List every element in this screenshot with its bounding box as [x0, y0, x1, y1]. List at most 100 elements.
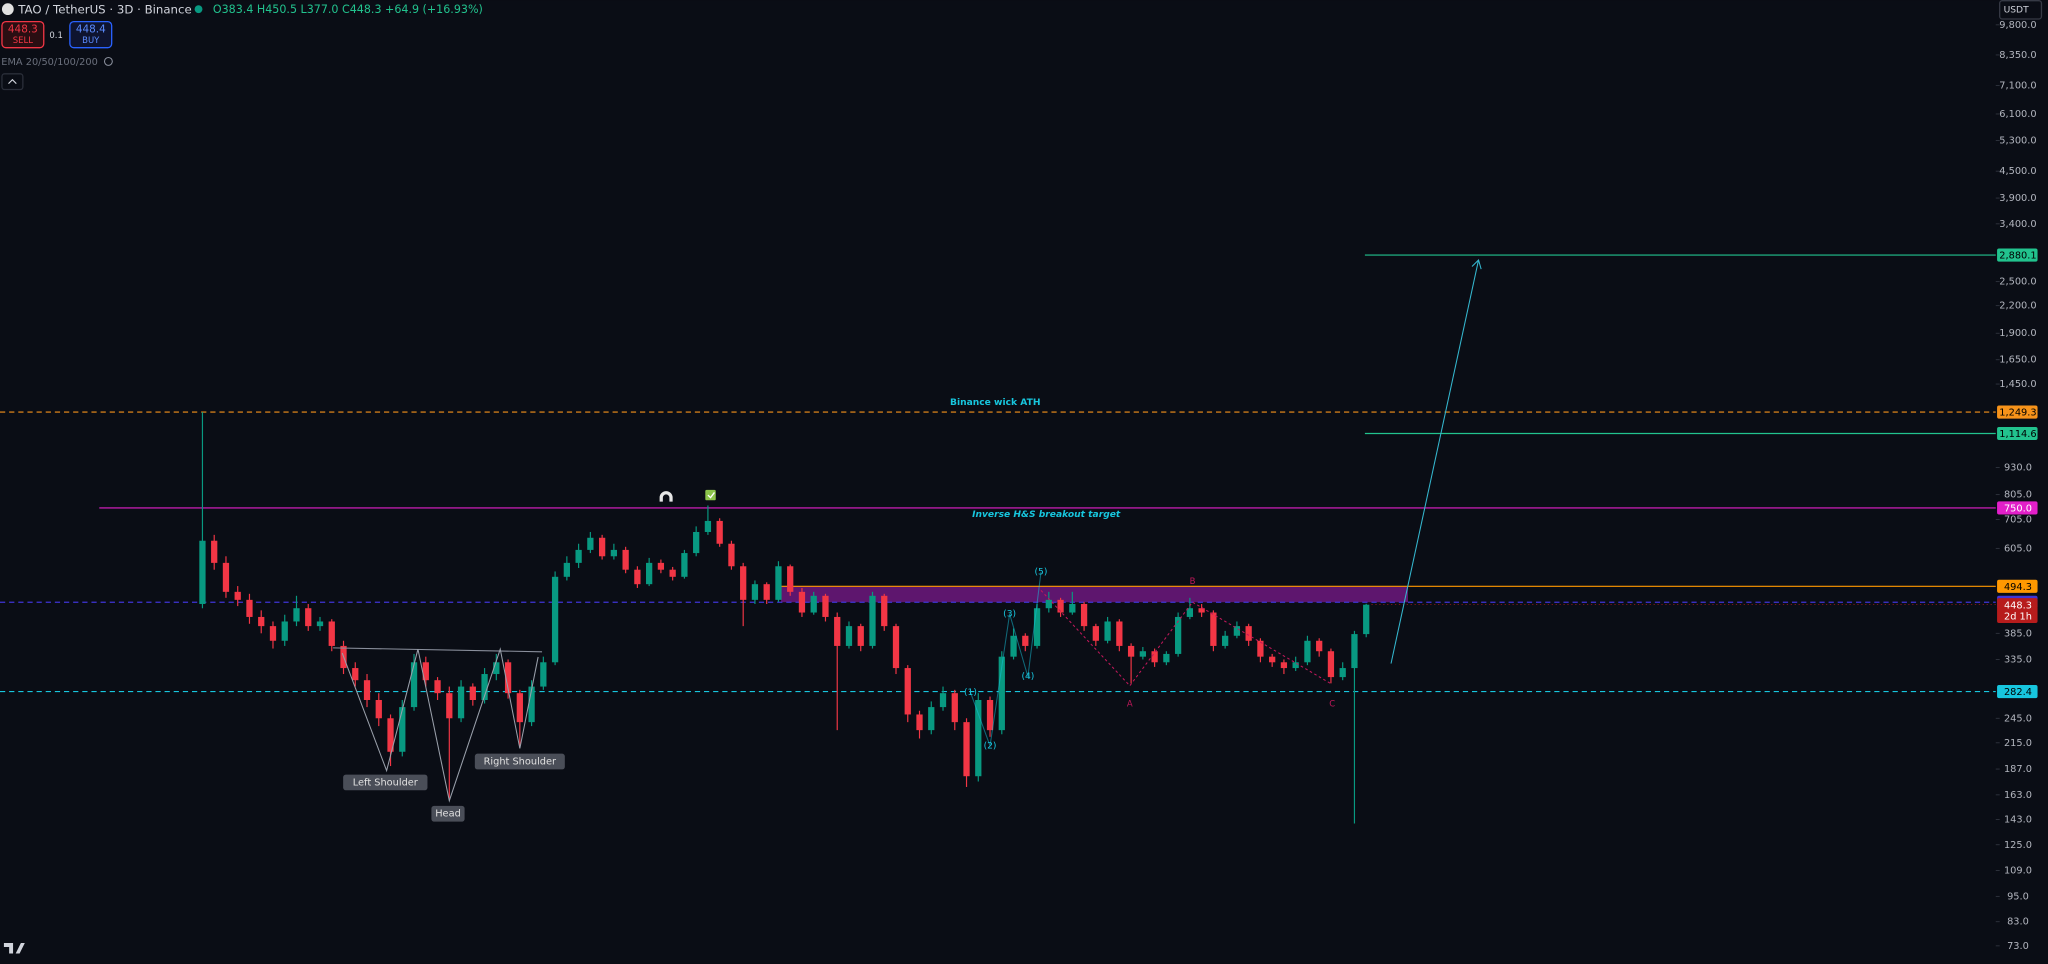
candle-body: [646, 562, 653, 585]
candle-body: [551, 576, 559, 663]
candle-body: [211, 540, 218, 563]
candle-body: [716, 520, 723, 544]
candle-body: [387, 718, 394, 752]
level-label-box: [1997, 248, 2038, 262]
market-status: [194, 5, 203, 14]
candle-body: [693, 531, 700, 554]
annotation: Left Shoulder: [353, 777, 419, 788]
candle-body: [610, 549, 618, 557]
annotation: C: [1329, 699, 1335, 709]
candle-body: [1174, 616, 1182, 654]
candle-body: [258, 616, 265, 627]
buy-button[interactable]: [69, 20, 113, 49]
annotation-box: [474, 753, 565, 770]
ohlc: O383.4 H450.5 L377.0 C448.3 +64.9 (+16.9…: [213, 3, 483, 16]
candle-body: [540, 662, 547, 687]
annotation: Inverse H&S breakout target: [972, 510, 1121, 520]
buy-label: BUY: [82, 35, 100, 45]
candle-body: [963, 722, 970, 777]
annotation: (3): [1003, 609, 1016, 619]
candle-body: [998, 656, 1005, 731]
check-icon: [705, 489, 716, 501]
sell-button[interactable]: [1, 20, 45, 49]
collapse-button[interactable]: [1, 73, 24, 91]
y-tick-label: 385.0: [2004, 628, 2032, 639]
level-label: 1,114.6: [1999, 429, 2036, 440]
level-label-box: [1997, 426, 2038, 441]
y-tick-label: 335.0: [2004, 654, 2032, 665]
spread: 0.1: [49, 30, 62, 40]
candle-body: [928, 707, 935, 731]
candle-body: [1245, 626, 1252, 641]
y-tick-label: 109.0: [2004, 866, 2032, 877]
annotation: (5): [1035, 568, 1048, 578]
candle-body: [1116, 621, 1123, 646]
y-tick-label: 95.0: [2007, 891, 2029, 902]
y-tick-label: 4,500.0: [1999, 166, 2036, 177]
candle-body: [1351, 634, 1358, 669]
indicator-label: EMA 20/50/100/200: [1, 57, 98, 68]
candle-body: [822, 595, 829, 617]
visibility-icon[interactable]: [103, 56, 113, 66]
level-label-box: [1997, 685, 2038, 699]
last-price-box: [1997, 598, 2038, 623]
level-label-box: [1997, 579, 2038, 593]
y-tick-label: 143.0: [2004, 814, 2032, 825]
candle-body: [1139, 651, 1146, 657]
candle-body: [1186, 608, 1194, 617]
candle-body: [1257, 640, 1264, 657]
candle-body: [1339, 668, 1346, 678]
sell-label: SELL: [13, 35, 33, 45]
y-tick-label: 605.0: [2004, 543, 2032, 554]
candle-body: [516, 693, 523, 723]
candle-body: [1210, 612, 1217, 646]
candle-body: [246, 599, 253, 617]
candle-body: [598, 537, 606, 557]
candle-body: [763, 584, 770, 600]
candle-body: [1092, 626, 1099, 641]
candle-body: [845, 626, 853, 646]
y-tick-label: 1,900.0: [1999, 328, 2036, 339]
annotation: (1): [964, 688, 977, 698]
candle-body: [293, 608, 300, 622]
currency-button[interactable]: [1999, 0, 2043, 20]
y-tick-label: 930.0: [2004, 463, 2032, 474]
candle-body: [1269, 656, 1276, 663]
last-price-label: 448.3: [2004, 600, 2032, 611]
candle-body: [1022, 635, 1029, 646]
candle-body: [1363, 604, 1370, 635]
candle-body: [234, 591, 241, 600]
candle-body: [892, 626, 900, 669]
candle-body: [740, 566, 747, 600]
candle-body: [657, 562, 665, 570]
candle-body: [1233, 626, 1241, 636]
candle-body: [328, 621, 335, 646]
candle-body: [410, 662, 418, 708]
y-tick-label: 3,900.0: [1999, 193, 2036, 204]
candle-body: [916, 714, 923, 731]
candle-body: [869, 595, 876, 646]
candle-body: [986, 700, 994, 731]
drawings: [333, 258, 1482, 803]
candle-body: [363, 680, 371, 701]
candle-body: [775, 566, 782, 600]
candle-body: [634, 569, 641, 585]
candle-body: [1033, 608, 1041, 646]
symbol-icon: [1, 3, 14, 16]
y-tick-label: 2,200.0: [1999, 301, 2036, 312]
candle-body: [787, 566, 794, 592]
candle-body: [199, 540, 206, 604]
y-tick-label: 245.0: [2004, 713, 2032, 724]
candle-body: [1280, 662, 1288, 669]
candle-body: [504, 662, 512, 694]
candle-body: [269, 626, 277, 641]
candle-body: [457, 686, 465, 719]
level-label-box: [1997, 405, 2038, 419]
annotation: (2): [984, 741, 997, 751]
candle-body: [563, 562, 570, 577]
annotation: Head: [435, 809, 461, 820]
candle-body: [1327, 651, 1335, 678]
candle-body: [728, 543, 735, 567]
candle-body: [587, 537, 594, 550]
